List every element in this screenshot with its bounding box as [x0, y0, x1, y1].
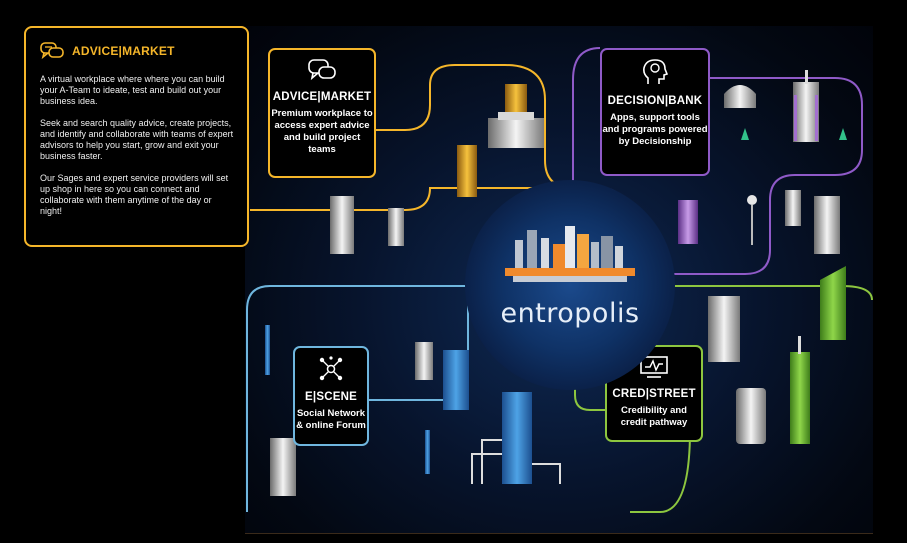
e-scene-card[interactable]: E|SCENE Social Network & online Forum	[293, 346, 369, 446]
entropolis-logo-text: entropolis	[500, 298, 640, 329]
green-tree-icon-2	[839, 128, 847, 140]
city-skyline-logo-icon	[505, 226, 635, 282]
entropolis-logo[interactable]: entropolis	[465, 180, 675, 390]
silver-tower-building-3	[785, 190, 801, 226]
info-paragraph-1: A virtual workplace where where you can …	[40, 74, 225, 106]
advice-market-card[interactable]: ADVICE|MARKET Premium workplace to acces…	[268, 48, 376, 178]
decision-bank-description: Apps, support tools and programs powered…	[602, 112, 708, 147]
blue-skyscraper-building	[502, 392, 532, 484]
silver-cylinder-building	[736, 388, 766, 444]
scaffold-building	[471, 439, 561, 484]
domed-building	[724, 85, 756, 108]
e-scene-description: Social Network & online Forum	[296, 408, 366, 431]
decision-bank-title: DECISION|BANK	[607, 95, 703, 107]
decision-bank-card[interactable]: DECISION|BANK Apps, support tools and pr…	[600, 48, 710, 176]
network-icon	[319, 356, 343, 381]
info-panel-title: ADVICE|MARKET	[72, 44, 175, 58]
gold-skyscraper-building	[457, 145, 477, 197]
advice-market-title: ADVICE|MARKET	[272, 91, 372, 103]
blue-pole-building-1	[265, 325, 270, 375]
info-paragraph-2: Seek and search quality advice, create p…	[40, 118, 234, 161]
silver-tower-building-5	[415, 342, 433, 380]
cred-street-description: Credibility and credit pathway	[620, 405, 688, 428]
head-brain-icon	[643, 59, 669, 84]
monitor-chart-icon	[640, 356, 668, 378]
advice-market-info-panel: ADVICE|MARKET A virtual workplace where …	[24, 26, 249, 247]
silver-tower-building-2	[388, 208, 404, 246]
silver-tower-building-1	[330, 196, 354, 254]
green-skyscraper-building	[820, 266, 846, 340]
info-paragraph-3: Our Sages and expert service providers w…	[40, 173, 229, 216]
advice-market-route	[250, 64, 574, 211]
blue-pole-building-2	[425, 430, 430, 474]
purple-small-building	[678, 200, 698, 244]
green-tree-icon-1	[741, 128, 749, 140]
e-scene-title: E|SCENE	[305, 391, 357, 403]
tower-dish-icon	[747, 195, 757, 205]
silver-tower-building-6	[270, 438, 296, 496]
silver-tower-building-4	[814, 196, 840, 254]
cred-street-title: CRED|STREET	[612, 388, 696, 400]
chat-bubbles-icon	[40, 42, 64, 60]
chat-bubbles-icon	[308, 59, 336, 81]
advice-market-description: Premium workplace to access expert advic…	[271, 108, 373, 155]
green-tower-building	[790, 352, 810, 444]
silver-office-building	[708, 296, 740, 362]
purple-tower-building	[793, 82, 819, 142]
gold-tower-building	[488, 84, 544, 148]
blue-tower-building	[443, 350, 469, 410]
